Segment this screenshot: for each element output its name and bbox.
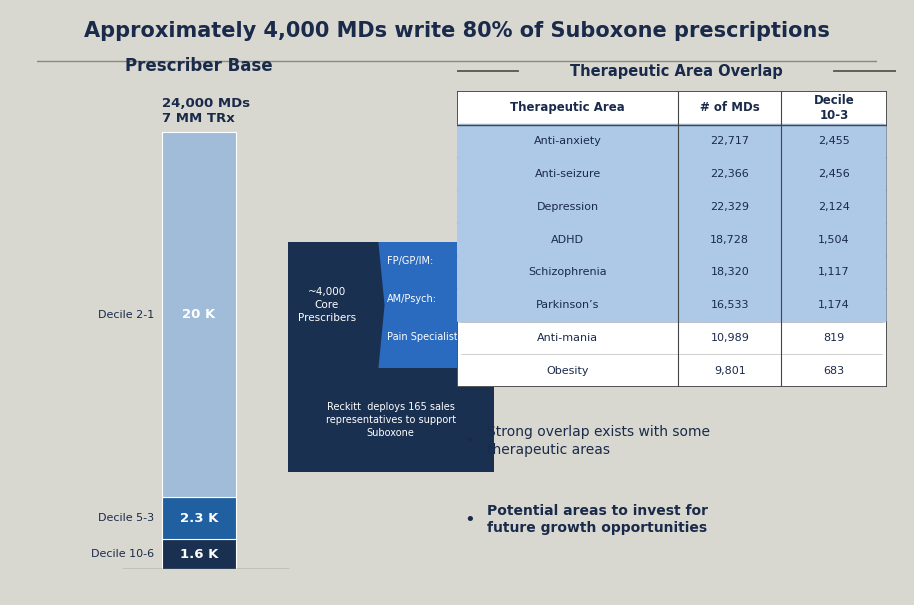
Text: 28%: 28% bbox=[466, 294, 490, 304]
Text: 1,174: 1,174 bbox=[818, 300, 850, 310]
FancyBboxPatch shape bbox=[457, 189, 887, 224]
Text: Decile 5-3: Decile 5-3 bbox=[99, 514, 154, 523]
Text: 2.3 K: 2.3 K bbox=[180, 512, 218, 525]
Text: 2,124: 2,124 bbox=[818, 202, 850, 212]
Text: Potential areas to invest for
future growth opportunities: Potential areas to invest for future gro… bbox=[487, 503, 708, 535]
Text: 1,117: 1,117 bbox=[818, 267, 850, 278]
Text: ~4,000
Core
Prescribers: ~4,000 Core Prescribers bbox=[298, 287, 356, 324]
Text: AM/Psych:: AM/Psych: bbox=[387, 294, 437, 304]
Text: Approximately 4,000 MDs write 80% of Suboxone prescriptions: Approximately 4,000 MDs write 80% of Sub… bbox=[84, 21, 830, 41]
Text: 53%: 53% bbox=[466, 256, 490, 266]
Text: Depression: Depression bbox=[537, 202, 599, 212]
Text: 2,455: 2,455 bbox=[818, 136, 850, 146]
Text: Decile 10-6: Decile 10-6 bbox=[91, 549, 154, 559]
Text: Prescriber Base: Prescriber Base bbox=[125, 57, 272, 75]
Text: 2,456: 2,456 bbox=[818, 169, 850, 179]
Bar bbox=[163, 497, 236, 540]
Bar bbox=[378, 242, 494, 368]
Bar bbox=[288, 368, 494, 472]
Text: 1.6 K: 1.6 K bbox=[180, 548, 218, 561]
Text: FP/GP/IM:: FP/GP/IM: bbox=[387, 256, 433, 266]
Text: 20 K: 20 K bbox=[182, 309, 216, 321]
Text: Decile
10-3: Decile 10-3 bbox=[813, 94, 855, 122]
Text: •: • bbox=[464, 431, 475, 450]
Text: 9,801: 9,801 bbox=[714, 366, 746, 376]
Text: •: • bbox=[464, 511, 475, 529]
Text: ADHD: ADHD bbox=[551, 235, 584, 244]
FancyBboxPatch shape bbox=[457, 287, 887, 323]
Text: Parkinson’s: Parkinson’s bbox=[536, 300, 600, 310]
Bar bbox=[163, 132, 236, 497]
Text: # of MDs: # of MDs bbox=[700, 101, 760, 114]
FancyBboxPatch shape bbox=[457, 157, 887, 192]
Text: Anti-mania: Anti-mania bbox=[537, 333, 598, 343]
FancyBboxPatch shape bbox=[457, 123, 887, 159]
Text: Therapeutic Area: Therapeutic Area bbox=[510, 101, 625, 114]
Text: 18,728: 18,728 bbox=[710, 235, 749, 244]
Text: 22,329: 22,329 bbox=[710, 202, 749, 212]
Text: Obesity: Obesity bbox=[547, 366, 589, 376]
Polygon shape bbox=[288, 242, 385, 368]
Text: Strong overlap exists with some
therapeutic areas: Strong overlap exists with some therapeu… bbox=[487, 425, 710, 457]
Text: 819: 819 bbox=[824, 333, 845, 343]
Text: 16,533: 16,533 bbox=[710, 300, 749, 310]
Text: Pain Specialist:: Pain Specialist: bbox=[387, 332, 461, 342]
Text: 1,504: 1,504 bbox=[818, 235, 850, 244]
Text: 22,717: 22,717 bbox=[710, 136, 749, 146]
Text: Reckitt  deploys 165 sales
representatives to support
Suboxone: Reckitt deploys 165 sales representative… bbox=[325, 402, 456, 439]
Text: Therapeutic Area Overlap: Therapeutic Area Overlap bbox=[570, 64, 782, 79]
Text: 24,000 MDs
7 MM TRx: 24,000 MDs 7 MM TRx bbox=[163, 97, 250, 125]
Text: Schizophrenia: Schizophrenia bbox=[528, 267, 607, 278]
Text: 22,366: 22,366 bbox=[710, 169, 749, 179]
Text: 18,320: 18,320 bbox=[710, 267, 749, 278]
FancyBboxPatch shape bbox=[457, 255, 887, 290]
FancyBboxPatch shape bbox=[457, 222, 887, 257]
Text: 683: 683 bbox=[824, 366, 845, 376]
Text: Anti-anxiety: Anti-anxiety bbox=[534, 136, 601, 146]
Text: Anti-seizure: Anti-seizure bbox=[535, 169, 600, 179]
Bar bbox=[163, 540, 236, 569]
Text: 10,989: 10,989 bbox=[710, 333, 749, 343]
Text: Decile 2-1: Decile 2-1 bbox=[98, 310, 154, 320]
Text: 7%: 7% bbox=[473, 332, 490, 342]
